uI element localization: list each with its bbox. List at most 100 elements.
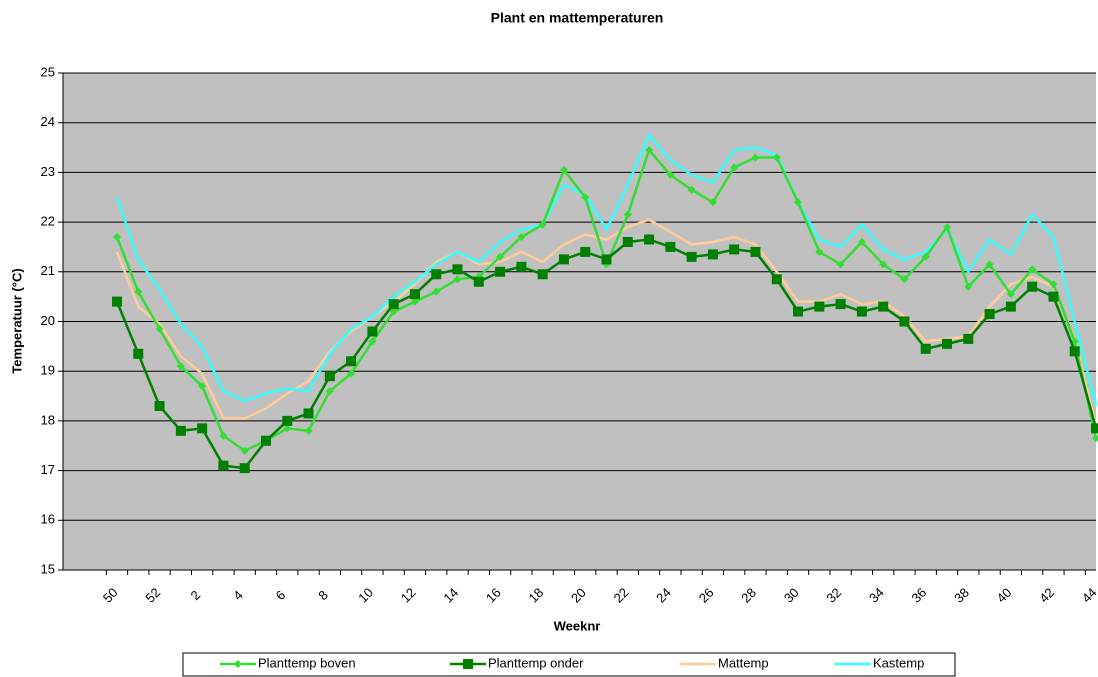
legend-item: Planttemp onder (450, 655, 584, 670)
data-point (622, 236, 633, 247)
data-point (1048, 291, 1059, 302)
y-tick-label: 17 (41, 462, 55, 477)
data-point (751, 153, 760, 162)
data-point (815, 247, 824, 256)
legend-label: Planttemp onder (488, 655, 584, 670)
x-tick-label: 38 (951, 585, 972, 606)
x-tick-label: 42 (1036, 585, 1057, 606)
data-point (432, 287, 441, 296)
data-point (666, 170, 675, 179)
data-point (134, 287, 143, 296)
data-point (1091, 423, 1098, 434)
x-tick-label: 4 (230, 587, 246, 603)
x-tick-label: 50 (100, 585, 121, 606)
data-point (687, 185, 696, 194)
data-point (175, 425, 186, 436)
data-point (963, 333, 974, 344)
data-point (303, 408, 314, 419)
data-point (133, 348, 144, 359)
data-point (431, 269, 442, 280)
y-tick-label: 18 (41, 412, 55, 427)
legend-label: Mattemp (718, 655, 769, 670)
x-tick-label: 26 (696, 585, 717, 606)
x-tick-label: 44 (1079, 585, 1098, 606)
y-tick-label: 22 (41, 214, 55, 229)
y-tick-label: 21 (41, 263, 55, 278)
data-point (346, 356, 357, 367)
x-tick-label: 52 (142, 585, 163, 606)
data-point (496, 252, 505, 261)
chart-title: Plant en mattemperaturen (491, 10, 664, 26)
data-point (581, 193, 590, 202)
x-tick-label: 40 (994, 585, 1015, 606)
x-tick-label: 30 (781, 585, 802, 606)
data-point (473, 276, 484, 287)
data-point (409, 289, 420, 300)
data-point (198, 382, 207, 391)
y-tick-label: 25 (41, 64, 55, 79)
data-point (920, 343, 931, 354)
data-point (537, 269, 548, 280)
series-line (115, 132, 1098, 407)
data-point (239, 463, 250, 474)
data-point (282, 415, 293, 426)
legend-label: Planttemp boven (258, 655, 356, 670)
data-point (772, 153, 781, 162)
legend-item: Planttemp boven (220, 655, 356, 670)
x-tick-label: 14 (440, 585, 461, 606)
data-point (452, 264, 463, 275)
data-point (835, 299, 846, 310)
x-tick-label: 12 (398, 585, 419, 606)
data-point (240, 446, 249, 455)
data-point (559, 165, 568, 174)
data-point (176, 362, 185, 371)
data-point (516, 261, 527, 272)
data-point (794, 198, 803, 207)
data-point (580, 246, 591, 257)
data-point (517, 233, 526, 242)
y-tick-label: 15 (41, 561, 55, 576)
data-point (154, 400, 165, 411)
data-point (155, 324, 164, 333)
y-tick-label: 20 (41, 313, 55, 328)
data-point (601, 254, 612, 265)
y-tick-label: 23 (41, 164, 55, 179)
data-point (730, 163, 739, 172)
data-point (729, 244, 740, 255)
data-point (347, 369, 356, 378)
data-point (1028, 265, 1037, 274)
data-point (368, 337, 377, 346)
data-point (623, 210, 632, 219)
x-tick-label: 18 (525, 585, 546, 606)
data-point (707, 249, 718, 260)
data-point (984, 309, 995, 320)
data-point (324, 371, 335, 382)
data-point (942, 338, 953, 349)
data-point (943, 223, 952, 232)
data-point (410, 297, 419, 306)
series-line (115, 218, 1098, 427)
data-point (1027, 281, 1038, 292)
y-tick-label: 24 (41, 114, 55, 129)
data-point (899, 316, 910, 327)
x-tick-label: 6 (273, 587, 289, 603)
x-tick-label: 22 (611, 585, 632, 606)
y-axis-label: Temperatuur (°C) (9, 268, 24, 373)
legend (182, 652, 956, 677)
x-tick-label: 32 (823, 585, 844, 606)
data-point (771, 274, 782, 285)
data-point (112, 296, 122, 307)
data-point (304, 426, 313, 435)
x-tick-label: 24 (653, 585, 674, 606)
data-point (985, 260, 994, 269)
x-tick-label: 2 (188, 587, 204, 603)
data-point (665, 241, 676, 252)
data-point (964, 282, 973, 291)
data-point (325, 387, 334, 396)
data-point (645, 146, 654, 155)
data-point (1005, 301, 1016, 312)
data-point (814, 301, 825, 312)
x-axis-label: Weeknr (554, 618, 601, 633)
x-tick-label: 8 (315, 587, 331, 603)
